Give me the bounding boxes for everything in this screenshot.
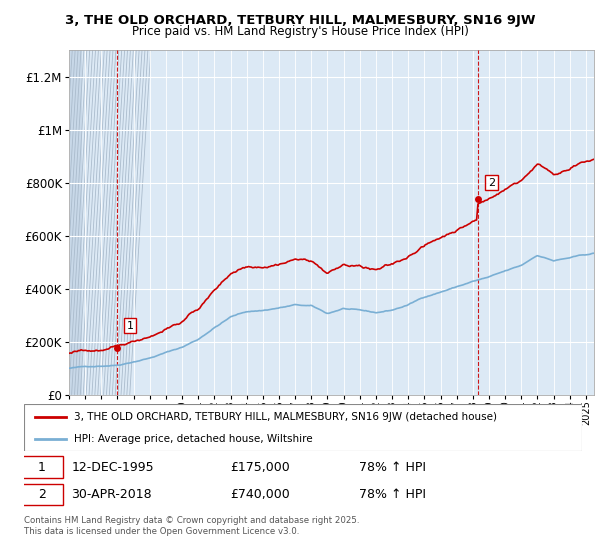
Text: 2: 2 <box>488 178 495 188</box>
FancyBboxPatch shape <box>21 456 63 478</box>
Text: HPI: Average price, detached house, Wiltshire: HPI: Average price, detached house, Wilt… <box>74 433 313 444</box>
Text: 30-APR-2018: 30-APR-2018 <box>71 488 152 501</box>
Text: £175,000: £175,000 <box>230 461 290 474</box>
Text: 3, THE OLD ORCHARD, TETBURY HILL, MALMESBURY, SN16 9JW: 3, THE OLD ORCHARD, TETBURY HILL, MALMES… <box>65 14 535 27</box>
Text: £740,000: £740,000 <box>230 488 290 501</box>
Bar <box>69 50 82 395</box>
Text: 1: 1 <box>38 461 46 474</box>
Text: Contains HM Land Registry data © Crown copyright and database right 2025.
This d: Contains HM Land Registry data © Crown c… <box>24 516 359 536</box>
Text: 78% ↑ HPI: 78% ↑ HPI <box>359 461 426 474</box>
Text: 12-DEC-1995: 12-DEC-1995 <box>71 461 154 474</box>
Text: Price paid vs. HM Land Registry's House Price Index (HPI): Price paid vs. HM Land Registry's House … <box>131 25 469 38</box>
Text: 3, THE OLD ORCHARD, TETBURY HILL, MALMESBURY, SN16 9JW (detached house): 3, THE OLD ORCHARD, TETBURY HILL, MALMES… <box>74 412 497 422</box>
Text: 78% ↑ HPI: 78% ↑ HPI <box>359 488 426 501</box>
Text: 1: 1 <box>127 320 133 330</box>
FancyBboxPatch shape <box>21 483 63 505</box>
Text: 2: 2 <box>38 488 46 501</box>
